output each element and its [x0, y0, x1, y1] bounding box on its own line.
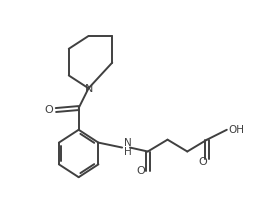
Text: O: O	[199, 157, 208, 167]
Text: N: N	[85, 84, 94, 94]
Text: O: O	[137, 166, 145, 176]
Text: O: O	[45, 105, 53, 115]
Text: N: N	[124, 138, 132, 148]
Text: OH: OH	[229, 125, 245, 135]
Text: H: H	[124, 146, 132, 157]
